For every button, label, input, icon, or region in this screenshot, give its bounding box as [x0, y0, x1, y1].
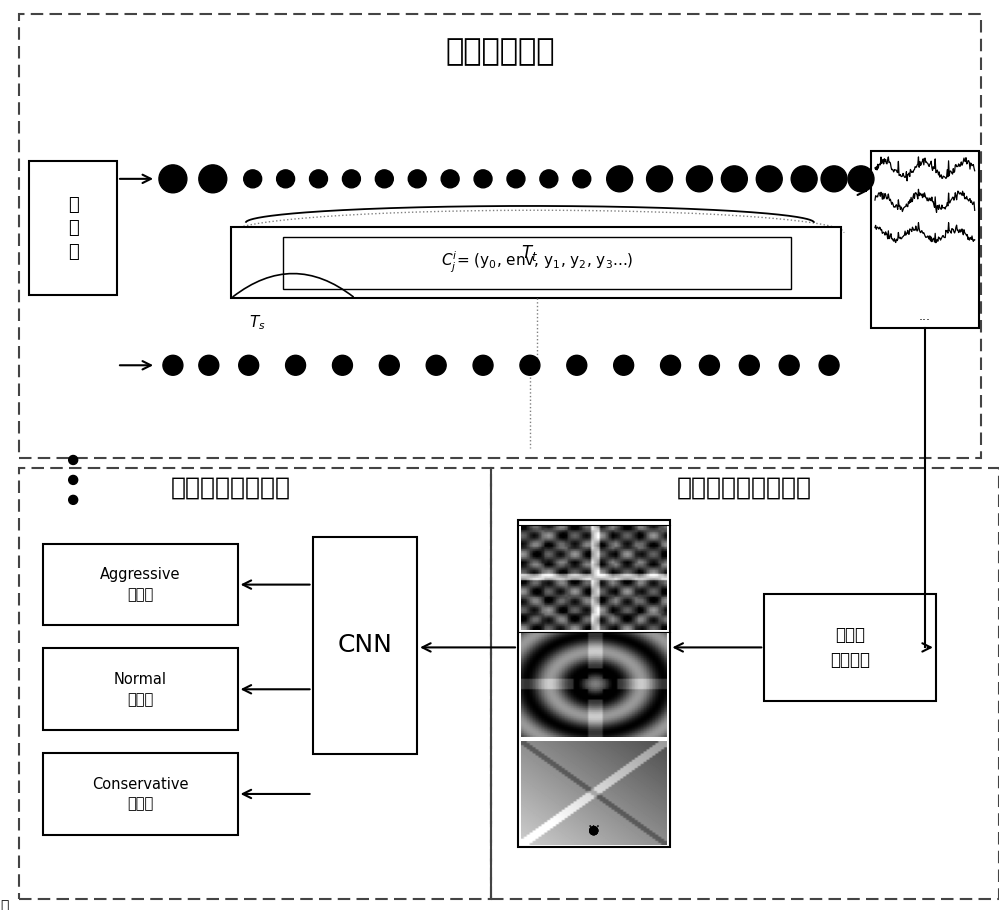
- Circle shape: [474, 170, 492, 187]
- Circle shape: [567, 355, 587, 375]
- Circle shape: [686, 166, 712, 192]
- Circle shape: [739, 355, 759, 375]
- Circle shape: [756, 166, 782, 192]
- Circle shape: [821, 166, 847, 192]
- Circle shape: [163, 355, 183, 375]
- Text: ...: ...: [919, 310, 931, 323]
- Circle shape: [375, 170, 393, 187]
- Bar: [764, 593, 936, 702]
- Circle shape: [647, 166, 673, 192]
- Bar: [29, 161, 117, 296]
- Circle shape: [699, 355, 719, 375]
- Bar: [19, 468, 491, 899]
- Circle shape: [607, 166, 633, 192]
- Circle shape: [332, 355, 352, 375]
- Circle shape: [573, 170, 591, 187]
- Circle shape: [239, 355, 259, 375]
- Circle shape: [441, 170, 459, 187]
- Bar: [43, 544, 238, 625]
- Circle shape: [244, 170, 262, 187]
- Circle shape: [310, 170, 327, 187]
- Bar: [19, 15, 981, 458]
- Circle shape: [379, 355, 399, 375]
- Bar: [231, 227, 841, 298]
- Bar: [491, 468, 999, 899]
- Circle shape: [408, 170, 426, 187]
- Circle shape: [520, 355, 540, 375]
- Circle shape: [721, 166, 747, 192]
- Text: 数
据
流: 数 据 流: [68, 196, 79, 261]
- Text: 数据处理模块: 数据处理模块: [445, 36, 555, 66]
- Text: ...: ...: [587, 816, 600, 830]
- Circle shape: [426, 355, 446, 375]
- Circle shape: [614, 355, 634, 375]
- Text: Normal
普通型: Normal 普通型: [114, 672, 167, 707]
- Text: 测: 测: [0, 899, 8, 910]
- Circle shape: [590, 826, 598, 834]
- Circle shape: [199, 165, 227, 193]
- Text: Aggressive
激进型: Aggressive 激进型: [100, 567, 181, 602]
- Text: $C^{i}_{j}$= (y$_0$, env, y$_1$, y$_2$, y$_3$...): $C^{i}_{j}$= (y$_0$, env, y$_1$, y$_2$, …: [441, 250, 633, 275]
- Circle shape: [286, 355, 306, 375]
- Circle shape: [848, 166, 874, 192]
- Text: 驾驶风格识别模块: 驾驶风格识别模块: [171, 476, 291, 500]
- Circle shape: [199, 355, 219, 375]
- Bar: [313, 537, 417, 754]
- Text: 递归图
生成算法: 递归图 生成算法: [830, 626, 870, 669]
- Circle shape: [791, 166, 817, 192]
- Circle shape: [819, 355, 839, 375]
- Circle shape: [342, 170, 360, 187]
- Text: CNN: CNN: [337, 633, 392, 657]
- Bar: [43, 649, 238, 730]
- Circle shape: [590, 826, 598, 834]
- Circle shape: [159, 165, 187, 193]
- Circle shape: [507, 170, 525, 187]
- Circle shape: [69, 475, 78, 484]
- Bar: [871, 151, 979, 329]
- Text: Conservative
保守型: Conservative 保守型: [92, 776, 189, 812]
- Circle shape: [69, 456, 78, 464]
- Circle shape: [779, 355, 799, 375]
- Bar: [283, 237, 791, 288]
- Text: $T_t$: $T_t$: [521, 243, 538, 263]
- Circle shape: [590, 826, 598, 834]
- Bar: [43, 753, 238, 834]
- Circle shape: [277, 170, 295, 187]
- Circle shape: [473, 355, 493, 375]
- Text: $T_s$: $T_s$: [249, 313, 265, 332]
- Text: 特征递归图生成模块: 特征递归图生成模块: [677, 476, 812, 500]
- FancyArrowPatch shape: [233, 274, 353, 297]
- Circle shape: [540, 170, 558, 187]
- Circle shape: [69, 495, 78, 504]
- Circle shape: [661, 355, 680, 375]
- Bar: [518, 520, 670, 847]
